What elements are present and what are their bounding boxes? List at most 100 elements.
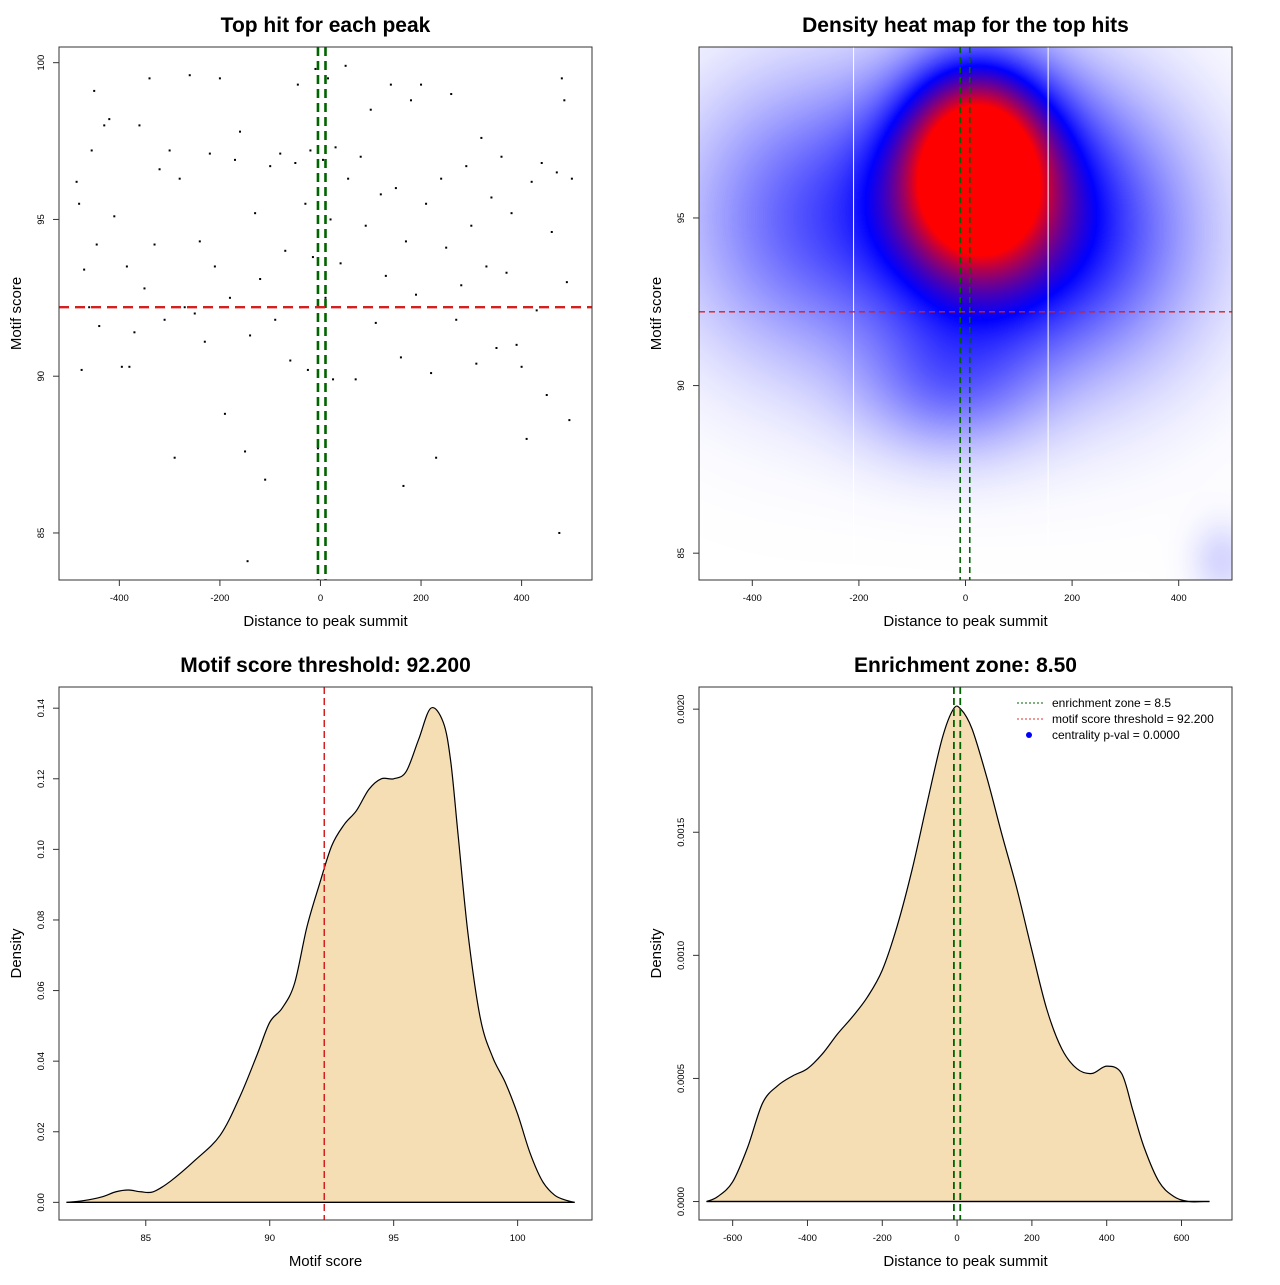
scatter-point (304, 202, 307, 205)
scatter-point (188, 74, 191, 77)
density-curve-area (706, 705, 1210, 1203)
scatter-point (480, 136, 483, 139)
scatter-point (445, 246, 448, 249)
scatter-point (510, 212, 513, 215)
scatter-point (103, 124, 106, 127)
scatter-point (520, 365, 523, 368)
scatter-point (78, 202, 81, 205)
panel-1-x-tick-label: 200 (413, 593, 429, 604)
scatter-point (228, 296, 231, 299)
scatter-point (143, 287, 146, 290)
panel-4-x-tick-label: -400 (798, 1233, 817, 1244)
scatter-point (460, 284, 463, 287)
scatter-point (163, 318, 166, 321)
scatter-point (309, 149, 312, 152)
scatter-point (133, 331, 136, 334)
density-curve-area (66, 706, 575, 1203)
scatter-point (558, 531, 561, 534)
scatter-point (90, 149, 93, 152)
legend-dot-icon (1026, 732, 1032, 738)
scatter-point (223, 412, 226, 415)
scatter-point (321, 158, 324, 161)
scatter-point (389, 83, 392, 86)
scatter-point (332, 378, 335, 381)
scatter-point (440, 177, 443, 180)
panel-2-plot-frame (698, 46, 1233, 581)
panel-1-y-axis-label: Motif score (8, 277, 25, 350)
panel-3-y-tick-label: 0.00 (36, 1193, 47, 1212)
scatter-point (294, 162, 297, 165)
panel-2-y-tick-label: 90 (676, 380, 687, 391)
panel-2-y-tick-label: 85 (676, 548, 687, 559)
scatter-point (289, 359, 292, 362)
panel-3-y-tick-label: 0.06 (36, 981, 47, 1000)
panel-1-y-tick-label: 85 (36, 528, 47, 539)
scatter-point (183, 306, 186, 309)
scatter-point (430, 372, 433, 375)
scatter-point (269, 165, 272, 168)
scatter-point (296, 83, 299, 86)
panel-4-x-tick-label: -200 (873, 1233, 892, 1244)
scatter-point (570, 177, 573, 180)
scatter-point (168, 149, 171, 152)
scatter-point (505, 271, 508, 274)
scatter-point (244, 450, 247, 453)
scatter-point (203, 340, 206, 343)
scatter-point (560, 77, 563, 80)
scatter-point (264, 478, 267, 481)
scatter-point (284, 249, 287, 252)
scatter-point (83, 268, 86, 271)
scatter-point (384, 274, 387, 277)
scatter-point (193, 312, 196, 315)
scatter-point (490, 196, 493, 199)
scatter-point (555, 171, 558, 174)
scatter-point (314, 67, 317, 70)
panel-4-y-tick-label: 0.0000 (676, 1187, 687, 1216)
panel-3-title: Motif score threshold: 92.200 (180, 654, 471, 677)
panel-3-x-tick-label: 95 (388, 1233, 399, 1244)
panel-3-y-tick-label: 0.10 (36, 840, 47, 859)
scatter-point (364, 224, 367, 227)
panel-3-y-tick-label: 0.08 (36, 911, 47, 930)
panel-4-y-tick-label: 0.0005 (676, 1064, 687, 1093)
legend-label: centrality p-val = 0.0000 (1052, 728, 1180, 742)
scatter-point (233, 158, 236, 161)
scatter-point (470, 224, 473, 227)
panel-1-y-tick-label: 90 (36, 371, 47, 382)
panel-2-y-axis-label: Motif score (648, 277, 665, 350)
scatter-point (75, 180, 78, 183)
panel-2-x-tick-label: 200 (1064, 593, 1080, 604)
scatter-point (563, 99, 566, 102)
scatter-point (394, 187, 397, 190)
scatter-point (93, 89, 96, 92)
scatter-point (565, 281, 568, 284)
panel-4-y-tick-label: 0.0010 (676, 941, 687, 970)
scatter-point (306, 368, 309, 371)
scatter-point (404, 240, 407, 243)
panel-3-x-tick-label: 100 (510, 1233, 526, 1244)
panel-3-y-tick-label: 0.14 (36, 699, 47, 718)
scatter-point (374, 321, 377, 324)
scatter-point (339, 262, 342, 265)
scatter-point (420, 83, 423, 86)
scatter-point (208, 152, 211, 155)
panel-1-x-tick-label: -400 (110, 593, 129, 604)
scatter-point (530, 180, 533, 183)
scatter-point (425, 202, 428, 205)
scatter-point (369, 108, 372, 111)
scatter-point (108, 118, 111, 121)
legend-label: motif score threshold = 92.200 (1052, 712, 1214, 726)
scatter-point (379, 193, 382, 196)
panel-1-x-tick-label: 400 (514, 593, 530, 604)
scatter-point (347, 177, 350, 180)
panel-2-x-tick-label: -400 (743, 593, 762, 604)
scatter-point (173, 456, 176, 459)
scatter-point (153, 243, 156, 246)
panel-2-x-tick-label: 400 (1171, 593, 1187, 604)
scatter-point (354, 378, 357, 381)
scatter-point (279, 152, 282, 155)
scatter-point (178, 177, 181, 180)
scatter-point (95, 243, 98, 246)
